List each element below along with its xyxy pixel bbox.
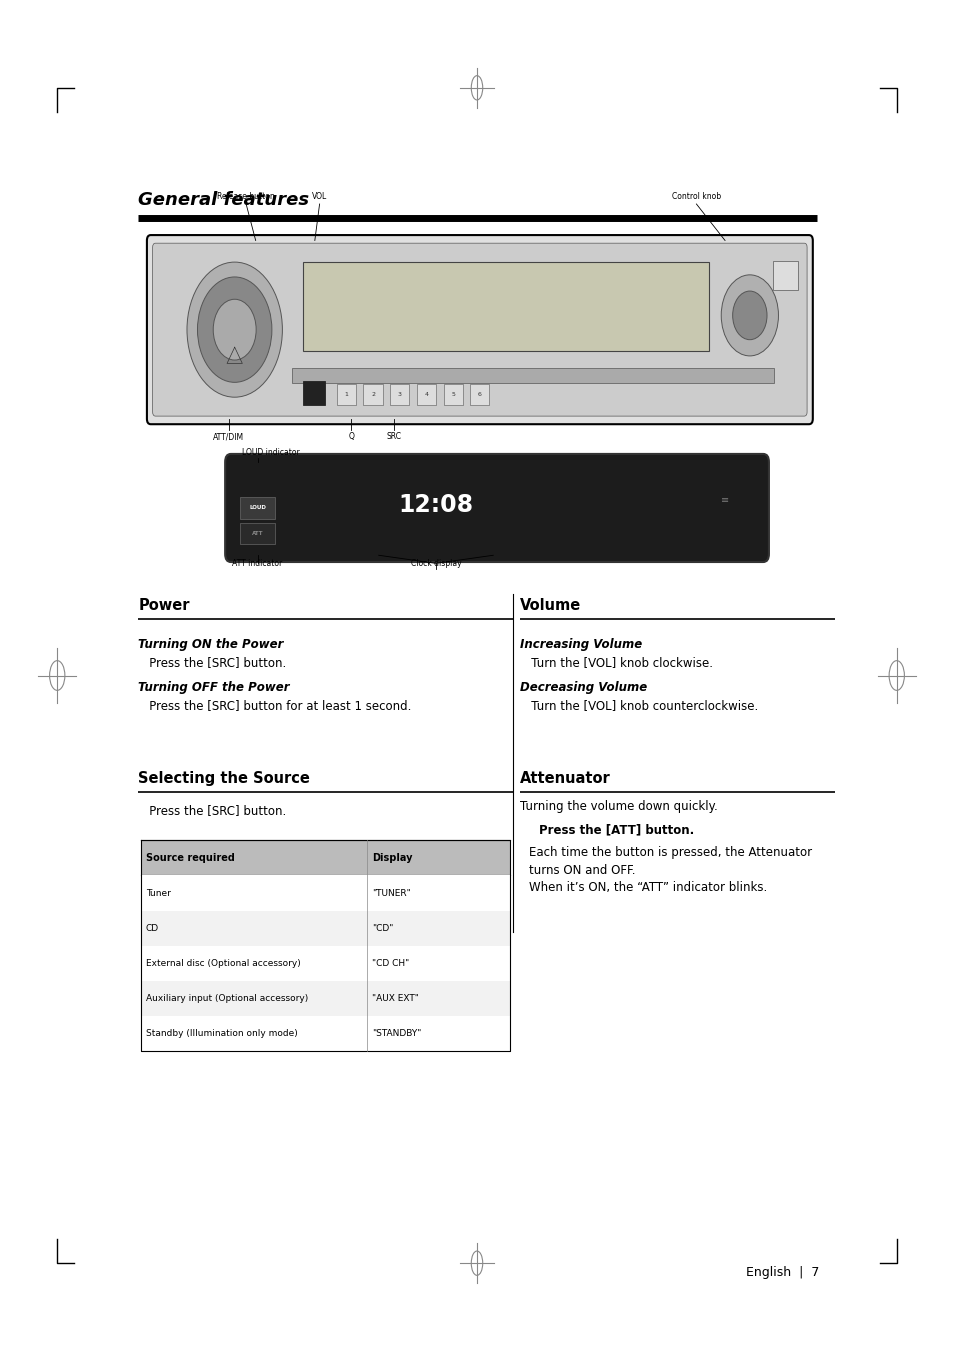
Text: Display: Display bbox=[372, 852, 412, 863]
Text: 1: 1 bbox=[344, 392, 348, 397]
Text: Release button: Release button bbox=[217, 192, 274, 201]
Text: ATT/DIM: ATT/DIM bbox=[213, 432, 244, 442]
Circle shape bbox=[720, 274, 778, 355]
Text: Power: Power bbox=[138, 598, 190, 613]
Circle shape bbox=[732, 290, 766, 339]
Text: ATT: ATT bbox=[252, 531, 263, 536]
Circle shape bbox=[213, 300, 255, 361]
Text: ATT indicator: ATT indicator bbox=[233, 559, 282, 569]
Text: ≡: ≡ bbox=[720, 494, 728, 505]
Circle shape bbox=[197, 277, 272, 382]
Text: Tuner: Tuner bbox=[146, 889, 171, 897]
Text: "TUNER": "TUNER" bbox=[372, 889, 411, 897]
Text: 5: 5 bbox=[451, 392, 455, 397]
Text: Turning the volume down quickly.: Turning the volume down quickly. bbox=[519, 800, 717, 813]
Text: "STANDBY": "STANDBY" bbox=[372, 1029, 421, 1038]
Text: Decreasing Volume: Decreasing Volume bbox=[519, 681, 646, 694]
Text: Increasing Volume: Increasing Volume bbox=[519, 638, 641, 651]
Text: Press the [SRC] button for at least 1 second.: Press the [SRC] button for at least 1 se… bbox=[138, 698, 412, 712]
Bar bbox=[141, 981, 510, 1016]
Text: 4: 4 bbox=[424, 392, 428, 397]
Text: Standby (Illumination only mode): Standby (Illumination only mode) bbox=[146, 1029, 297, 1038]
Text: "CD": "CD" bbox=[372, 924, 393, 932]
Bar bbox=[363, 384, 382, 405]
Text: General features: General features bbox=[138, 192, 309, 209]
Text: VOL: VOL bbox=[312, 192, 327, 201]
Bar bbox=[303, 262, 708, 351]
Text: Press the [ATT] button.: Press the [ATT] button. bbox=[538, 823, 694, 836]
Bar bbox=[303, 381, 325, 405]
Text: LOUD indicator: LOUD indicator bbox=[242, 447, 300, 457]
Text: Turning ON the Power: Turning ON the Power bbox=[138, 638, 283, 651]
Text: External disc (Optional accessory): External disc (Optional accessory) bbox=[146, 959, 300, 967]
Bar bbox=[141, 946, 510, 981]
Text: "CD CH": "CD CH" bbox=[372, 959, 409, 967]
FancyBboxPatch shape bbox=[225, 454, 768, 562]
Bar bbox=[772, 261, 797, 290]
Text: Press the [SRC] button.: Press the [SRC] button. bbox=[138, 804, 286, 817]
Bar bbox=[240, 497, 274, 519]
FancyBboxPatch shape bbox=[152, 243, 806, 416]
Bar bbox=[141, 840, 510, 875]
Text: Control knob: Control knob bbox=[671, 192, 720, 201]
Bar bbox=[416, 384, 436, 405]
Text: Attenuator: Attenuator bbox=[519, 771, 610, 786]
Bar bbox=[390, 384, 409, 405]
Text: Each time the button is pressed, the Attenuator: Each time the button is pressed, the Att… bbox=[529, 846, 812, 859]
Bar bbox=[240, 523, 274, 544]
FancyBboxPatch shape bbox=[147, 235, 812, 424]
Text: Clock display: Clock display bbox=[410, 559, 461, 569]
Text: 2: 2 bbox=[371, 392, 375, 397]
Text: "AUX EXT": "AUX EXT" bbox=[372, 994, 418, 1002]
Text: turns ON and OFF.: turns ON and OFF. bbox=[529, 863, 636, 877]
Text: 12:08: 12:08 bbox=[398, 493, 473, 517]
Circle shape bbox=[187, 262, 282, 397]
Text: When it’s ON, the “ATT” indicator blinks.: When it’s ON, the “ATT” indicator blinks… bbox=[529, 881, 767, 894]
Text: English  |  7: English | 7 bbox=[745, 1266, 818, 1279]
Bar bbox=[336, 384, 355, 405]
Text: Turning OFF the Power: Turning OFF the Power bbox=[138, 681, 290, 694]
Text: 6: 6 bbox=[477, 392, 481, 397]
Text: Q: Q bbox=[348, 432, 354, 442]
Text: Source required: Source required bbox=[146, 852, 234, 863]
Bar bbox=[141, 911, 510, 946]
Bar bbox=[443, 384, 462, 405]
Text: Selecting the Source: Selecting the Source bbox=[138, 771, 310, 786]
Bar bbox=[141, 1016, 510, 1051]
Text: LOUD: LOUD bbox=[249, 505, 266, 511]
Bar bbox=[292, 369, 773, 384]
Bar bbox=[470, 384, 489, 405]
Text: SRC: SRC bbox=[386, 432, 401, 442]
Text: Volume: Volume bbox=[519, 598, 580, 613]
Text: Turn the [VOL] knob clockwise.: Turn the [VOL] knob clockwise. bbox=[519, 655, 712, 669]
Bar bbox=[141, 875, 510, 911]
Text: Auxiliary input (Optional accessory): Auxiliary input (Optional accessory) bbox=[146, 994, 308, 1002]
Text: 3: 3 bbox=[397, 392, 401, 397]
Text: CD: CD bbox=[146, 924, 159, 932]
Text: Press the [SRC] button.: Press the [SRC] button. bbox=[138, 655, 286, 669]
Text: Turn the [VOL] knob counterclockwise.: Turn the [VOL] knob counterclockwise. bbox=[519, 698, 758, 712]
